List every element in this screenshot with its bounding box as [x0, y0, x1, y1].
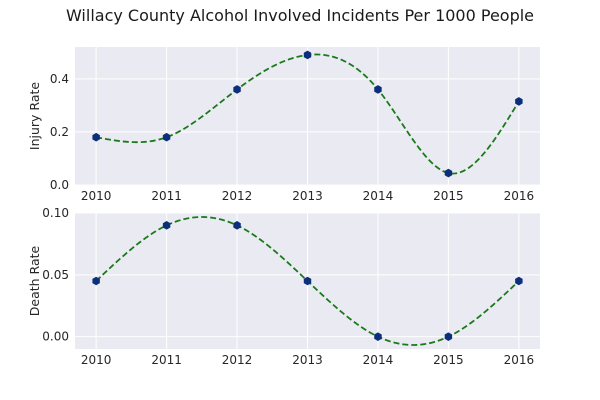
x-tick-label: 2016: [504, 189, 535, 203]
data-point: [162, 221, 171, 230]
chart-panel: 2010 2011 2012 2013 2014 2015 2016 0.0 0.2 0.4 Inj…: [27, 47, 540, 203]
chart-title: Willacy County Alcohol Involved Incident…: [66, 6, 534, 25]
x-tick-label: 2015: [433, 189, 464, 203]
x-tick-label: 2013: [292, 353, 323, 367]
x-tick-label: 2012: [222, 189, 253, 203]
x-tick-label: 2016: [504, 353, 535, 367]
x-tick-label: 2011: [151, 353, 182, 367]
y-tick-label: 0.05: [42, 268, 69, 282]
y-tick-label: 0.2: [50, 125, 69, 139]
data-point: [444, 332, 453, 341]
data-point: [303, 50, 312, 60]
x-tick-label: 2010: [81, 353, 112, 367]
data-point: [233, 221, 241, 230]
y-axis-label: Death Rate: [27, 245, 42, 316]
y-tick-label: 0.10: [42, 206, 69, 220]
chart-panel: 2010 2011 2012 2013 2014 2015 2016 0.00 0.05 0.10…: [27, 206, 540, 367]
data-point: [92, 276, 100, 286]
x-tick-label: 2011: [151, 189, 182, 203]
data-point: [303, 276, 312, 286]
x-tick-label: 2012: [222, 353, 253, 367]
y-tick-label: 0.4: [50, 72, 69, 86]
data-point: [515, 276, 523, 286]
x-tick-label: 2013: [292, 189, 323, 203]
y-tick-label: 0.00: [42, 330, 69, 344]
x-tick-label: 2014: [363, 353, 394, 367]
data-point: [162, 132, 171, 142]
data-point: [515, 97, 523, 106]
data-point: [444, 168, 453, 178]
data-point: [374, 332, 382, 341]
y-tick-label: 0.0: [50, 178, 69, 192]
x-tick-label: 2014: [363, 189, 394, 203]
data-point: [92, 132, 100, 142]
y-axis-label: Injury Rate: [27, 82, 42, 150]
data-point: [233, 85, 241, 94]
x-tick-label: 2015: [433, 353, 464, 367]
x-tick-label: 2010: [81, 189, 112, 203]
data-point: [374, 85, 382, 94]
